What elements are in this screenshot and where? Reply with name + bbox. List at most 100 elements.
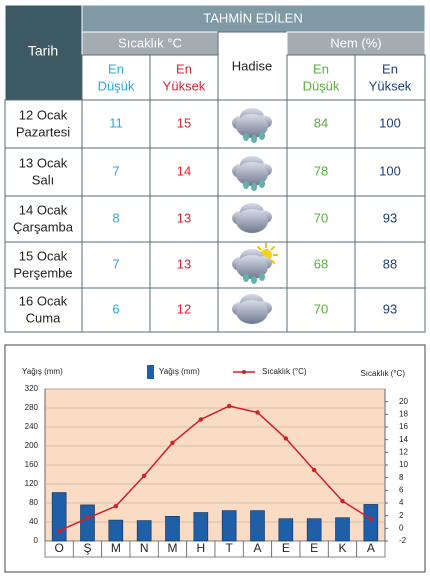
y-tick-label: 240	[25, 422, 39, 431]
tarih-header-text: Tarih	[28, 43, 58, 59]
bar	[51, 492, 67, 542]
value-text: 70	[314, 210, 328, 225]
temperature-point	[113, 503, 119, 509]
bar	[108, 519, 124, 542]
y-tick-label: 320	[25, 384, 39, 393]
cloud-part	[236, 209, 268, 233]
y2-tick-label: 12	[399, 447, 408, 456]
y-tick-label: 160	[25, 460, 39, 469]
y-tick-label: 280	[25, 403, 39, 412]
value-text: 70	[314, 301, 328, 316]
x-tick-label: K	[338, 541, 346, 555]
cell	[4, 195, 83, 243]
date-text: Cuma	[26, 310, 61, 325]
legend-label: Yağış (mm)	[159, 367, 200, 376]
cell	[4, 99, 83, 149]
y2-tick-label: 8	[399, 473, 404, 482]
temperature-point	[368, 516, 374, 522]
temperature-point	[141, 473, 147, 478]
bar	[165, 515, 180, 542]
x-tick-label: E	[310, 541, 318, 555]
rain-drop	[251, 135, 257, 143]
y2-axis-label: Sıcaklık (°C)	[360, 369, 405, 378]
value-text: 100	[379, 115, 401, 130]
y2-tick-label: 10	[399, 460, 408, 469]
value-text: 88	[383, 256, 397, 271]
value-text: 6	[112, 301, 119, 316]
y2-tick-label: 18	[399, 409, 408, 418]
bar	[306, 518, 322, 542]
value-text: 13	[177, 256, 191, 271]
rain-drop	[243, 133, 249, 141]
y2-tick-label: -2	[399, 536, 407, 545]
temperature-point	[170, 440, 175, 446]
y2-tick-label: 6	[399, 485, 404, 494]
sun-ray	[270, 245, 276, 251]
y2-tick-label: 20	[399, 397, 408, 406]
title-text: TAHMİN EDİLEN	[203, 10, 302, 25]
rain-drop	[259, 180, 265, 188]
y-tick-label: 80	[29, 498, 38, 507]
value-text: 68	[314, 256, 328, 271]
value-text: 84	[314, 115, 328, 130]
cell	[149, 287, 219, 333]
temperature-line	[58, 405, 372, 532]
x-tick-label: E	[282, 541, 290, 555]
temperature-point	[198, 417, 204, 422]
bar	[335, 517, 350, 542]
bar	[363, 504, 379, 542]
bar	[250, 510, 265, 542]
bar	[278, 518, 294, 542]
cloud-part	[236, 162, 268, 186]
subheader-text: Düşük	[303, 78, 340, 93]
x-tick-label: O	[54, 541, 63, 555]
y2-tick-label: 4	[399, 498, 404, 507]
subheader-text: En	[176, 61, 192, 76]
weather-icon	[232, 156, 272, 191]
y2-tick-label: 16	[399, 422, 408, 431]
legend-marker	[242, 370, 246, 374]
subheader-text: Yüksek	[163, 78, 206, 93]
cloud-part	[236, 114, 268, 138]
date-text: Çarşamba	[13, 219, 74, 234]
legend-label: Sıcaklık (°C)	[262, 367, 307, 376]
temperature-point	[56, 528, 62, 534]
cell	[286, 99, 356, 149]
rain-drop	[251, 183, 257, 191]
y-tick-label: 0	[34, 536, 39, 545]
cloud-part	[236, 300, 268, 324]
value-text: 14	[177, 163, 191, 178]
value-text: 11	[109, 115, 123, 130]
date-text: 13 Ocak	[19, 155, 68, 170]
date-text: 14 Ocak	[19, 202, 68, 217]
subheader-text: En	[108, 61, 124, 76]
rain-drop	[259, 132, 265, 140]
date-text: Pazartesi	[16, 124, 70, 139]
temperature-point	[255, 410, 260, 415]
cell	[4, 147, 83, 197]
weather-icon	[232, 294, 272, 324]
y-tick-label: 120	[25, 479, 39, 488]
x-tick-label: M	[111, 541, 121, 555]
y-tick-label: 40	[29, 517, 38, 526]
title-header	[81, 4, 426, 33]
temperature-point	[226, 403, 232, 409]
rain-drop	[259, 273, 265, 281]
subheader-cell	[149, 54, 219, 101]
subheader-cell	[286, 54, 356, 101]
x-tick-label: M	[168, 541, 178, 555]
x-tick-label: T	[225, 541, 233, 555]
cell	[81, 147, 151, 197]
value-text: 93	[383, 210, 397, 225]
bar	[221, 510, 237, 542]
cell	[354, 147, 426, 197]
bar	[80, 504, 95, 542]
value-text: 78	[314, 163, 328, 178]
value-text: 12	[177, 301, 191, 316]
x-tick-label: A	[367, 541, 375, 555]
value-text: 15	[177, 115, 191, 130]
subheader-text: Düşük	[98, 78, 135, 93]
date-text: 15 Ocak	[19, 248, 68, 263]
subheader-text: En	[313, 61, 329, 76]
